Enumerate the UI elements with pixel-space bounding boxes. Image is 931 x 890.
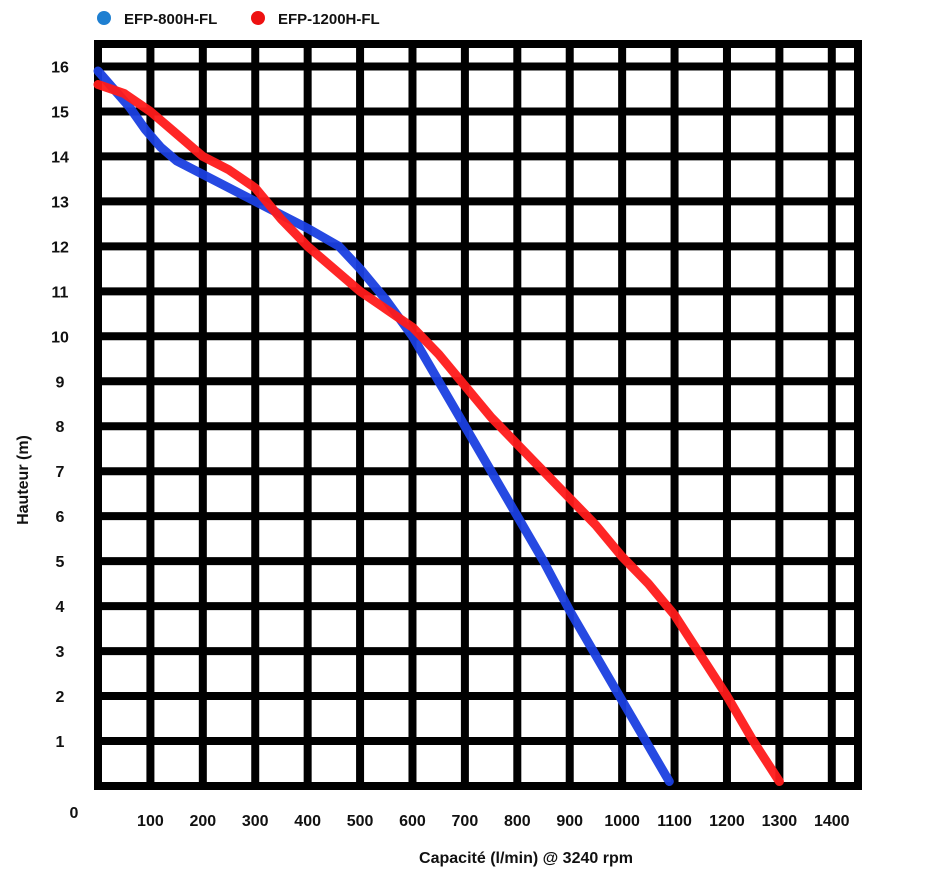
legend-label-1: EFP-800H-FL xyxy=(124,11,217,28)
origin-tick-label: 0 xyxy=(70,805,79,822)
x-tick-label: 700 xyxy=(452,813,479,830)
series-line-1 xyxy=(93,66,674,786)
x-tick-label: 300 xyxy=(242,813,269,830)
y-tick-label: 13 xyxy=(51,194,69,211)
y-tick-label: 6 xyxy=(56,509,65,526)
y-tick-label: 4 xyxy=(56,599,65,616)
y-tick-label: 9 xyxy=(56,374,65,391)
y-tick-label: 2 xyxy=(56,689,65,706)
x-tick-label: 200 xyxy=(189,813,216,830)
x-tick-label: 800 xyxy=(504,813,531,830)
x-axis-ticks: 100 200 300 400 500 600 700 800 900 1000 1100 1200 1… xyxy=(137,813,850,830)
y-tick-label: 3 xyxy=(56,644,65,661)
legend-marker-2 xyxy=(251,11,265,25)
chart-grid xyxy=(94,40,862,790)
x-tick-label: 1100 xyxy=(657,813,692,830)
x-tick-label: 1400 xyxy=(814,813,850,830)
x-axis-label: Capacité (l/min) @ 3240 rpm xyxy=(419,850,633,867)
y-tick-label: 16 xyxy=(51,59,69,76)
y-tick-label: 1 xyxy=(56,734,65,751)
x-tick-label: 1300 xyxy=(762,813,798,830)
y-tick-label: 5 xyxy=(56,554,65,571)
y-tick-label: 10 xyxy=(51,329,69,346)
series-line-2 xyxy=(93,80,784,786)
y-axis-label: Hauteur (m) xyxy=(15,435,32,525)
legend-marker-1 xyxy=(97,11,111,25)
y-tick-label: 7 xyxy=(56,464,65,481)
y-tick-label: 8 xyxy=(56,419,65,436)
legend-label-2: EFP-1200H-FL xyxy=(278,11,380,28)
y-tick-label: 11 xyxy=(52,284,69,301)
x-tick-label: 500 xyxy=(347,813,374,830)
y-tick-label: 14 xyxy=(51,149,69,166)
chart-legend: EFP-800H-FL EFP-1200H-FL xyxy=(97,11,380,28)
x-tick-label: 900 xyxy=(556,813,583,830)
x-tick-label: 1200 xyxy=(709,813,745,830)
y-tick-label: 12 xyxy=(51,239,69,256)
x-tick-label: 1000 xyxy=(604,813,640,830)
y-tick-label: 15 xyxy=(51,104,69,121)
x-tick-label: 400 xyxy=(294,813,321,830)
x-tick-label: 100 xyxy=(137,813,164,830)
chart-series xyxy=(93,66,784,786)
x-tick-label: 600 xyxy=(399,813,426,830)
